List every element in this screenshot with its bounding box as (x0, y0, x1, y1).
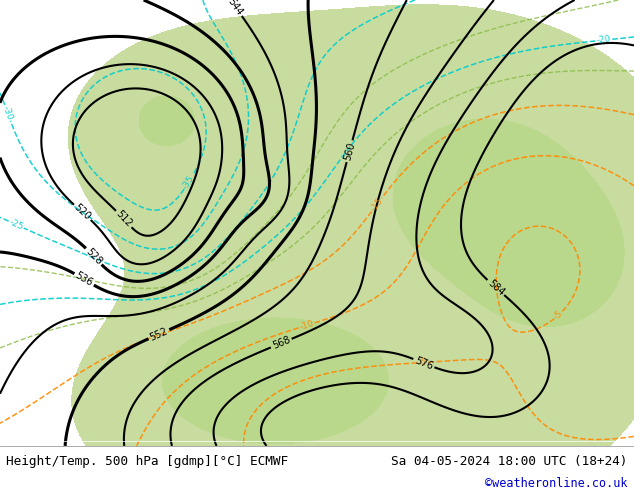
Text: -25: -25 (8, 218, 25, 232)
Text: 560: 560 (342, 141, 357, 161)
Text: 536: 536 (74, 270, 94, 289)
Text: 544: 544 (226, 0, 245, 17)
Text: -30: -30 (1, 104, 15, 122)
Text: -5: -5 (418, 358, 427, 368)
Text: 520: 520 (72, 202, 93, 222)
Text: Sa 04-05-2024 18:00 UTC (18+24): Sa 04-05-2024 18:00 UTC (18+24) (391, 455, 628, 468)
Text: 512: 512 (113, 209, 134, 229)
Text: -10: -10 (298, 319, 315, 332)
Text: ©weatheronline.co.uk: ©weatheronline.co.uk (485, 477, 628, 490)
Text: 552: 552 (148, 326, 169, 343)
Text: Height/Temp. 500 hPa [gdmp][°C] ECMWF: Height/Temp. 500 hPa [gdmp][°C] ECMWF (6, 455, 288, 468)
Text: -15: -15 (368, 196, 385, 214)
Text: -5: -5 (552, 309, 565, 321)
Text: -35: -35 (181, 173, 197, 191)
Text: -20: -20 (596, 35, 612, 46)
Text: 584: 584 (486, 278, 506, 297)
Text: 576: 576 (413, 355, 434, 371)
Text: 568: 568 (271, 335, 292, 351)
Text: 528: 528 (84, 246, 104, 267)
